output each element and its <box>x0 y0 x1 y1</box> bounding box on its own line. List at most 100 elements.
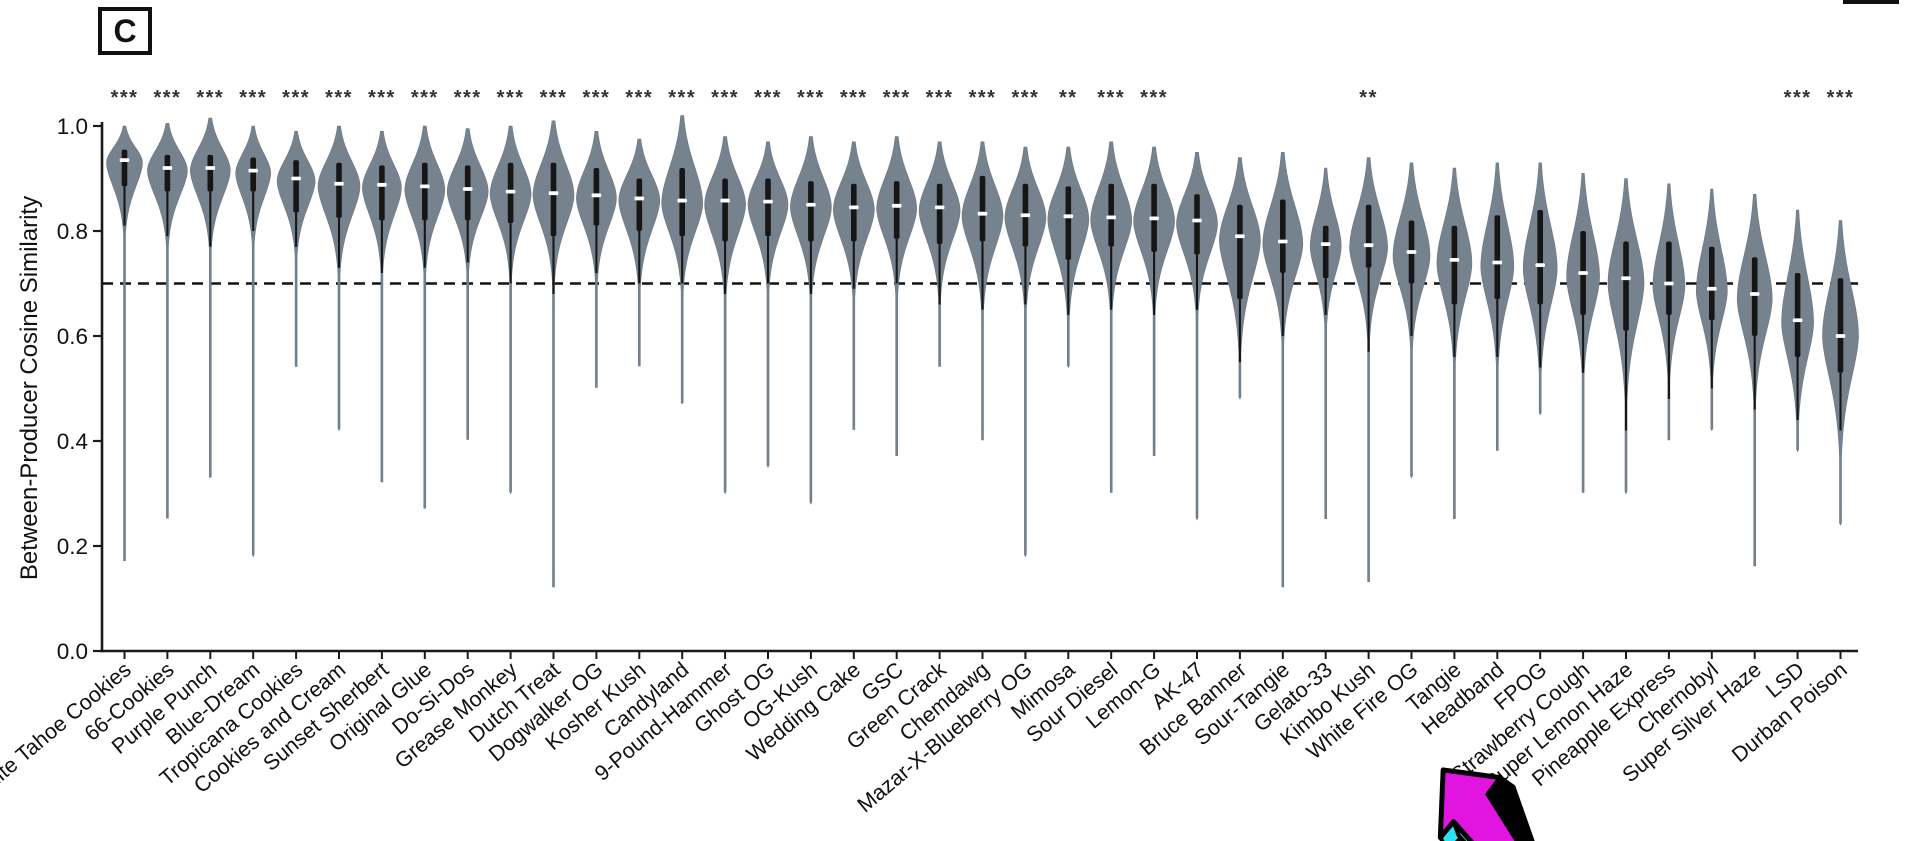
violin-median <box>934 205 945 210</box>
violin-body <box>1309 167 1342 519</box>
violin <box>235 125 271 558</box>
significance-stars: *** <box>969 87 997 109</box>
violin-body <box>147 123 188 519</box>
violin-body <box>1262 152 1304 588</box>
violin <box>1607 178 1645 495</box>
violin-iqr-box <box>293 160 299 213</box>
significance-stars: *** <box>454 87 482 109</box>
violin-iqr-box <box>636 178 643 231</box>
violin-iqr-box <box>1194 194 1200 255</box>
violin-iqr-box <box>1451 225 1458 305</box>
violin-body <box>704 136 746 495</box>
y-tick-label: 1.0 <box>57 114 88 139</box>
violin-iqr-box <box>1623 241 1629 331</box>
significance-stars: *** <box>1784 87 1812 109</box>
violin <box>1090 141 1132 493</box>
violin <box>489 125 532 495</box>
violin-median <box>1707 286 1717 291</box>
significance-stars: *** <box>582 87 610 109</box>
violin-iqr-box <box>765 178 771 237</box>
violin-median <box>1792 318 1803 323</box>
violin <box>1219 157 1261 400</box>
violin-median <box>1492 260 1503 265</box>
violin <box>918 141 961 367</box>
violin-body <box>1004 146 1047 558</box>
violin-body <box>532 120 575 588</box>
violin-iqr-box <box>1794 273 1801 357</box>
violin <box>618 138 661 367</box>
violin-median <box>1235 234 1245 239</box>
violin-median <box>1192 218 1202 223</box>
violin-median <box>248 168 258 173</box>
violin-iqr-box <box>379 165 385 221</box>
significance-stars: *** <box>1140 87 1168 109</box>
significance-stars: *** <box>153 87 181 109</box>
significance-stars: *** <box>111 87 139 109</box>
significance-stars: *** <box>239 87 267 109</box>
violin <box>1004 146 1047 558</box>
violin <box>1262 152 1304 588</box>
violin-median <box>377 182 387 187</box>
y-tick-label: 0.0 <box>57 639 88 664</box>
violin-median <box>806 202 816 207</box>
violin-body <box>747 141 789 468</box>
violin-iqr-box <box>808 181 814 242</box>
violin <box>1480 162 1515 451</box>
violin <box>189 117 231 478</box>
significance-stars: *** <box>497 87 525 109</box>
violin <box>1133 146 1175 456</box>
violin-median <box>763 199 773 204</box>
violin-body <box>1176 152 1218 521</box>
violin-iqr-box <box>336 162 342 218</box>
violin-median <box>591 193 602 198</box>
violin-median <box>849 205 859 210</box>
violin-iqr-box <box>1280 199 1286 273</box>
violin-iqr-box <box>851 183 857 242</box>
violin <box>1349 157 1388 582</box>
violin-median <box>291 176 301 181</box>
violin-median <box>420 184 430 189</box>
violin-iqr-box <box>1751 257 1758 336</box>
violin-iqr-box <box>1537 210 1543 305</box>
violin-median <box>548 191 559 196</box>
violin <box>317 125 361 432</box>
violin-median <box>1449 257 1460 262</box>
violin <box>1392 162 1431 479</box>
significance-stars: *** <box>840 87 868 109</box>
violin <box>1781 209 1814 453</box>
violin-iqr-box <box>1065 186 1072 260</box>
y-tick-label: 0.8 <box>57 219 88 244</box>
violin <box>1566 173 1600 493</box>
violin-iqr-box <box>1666 241 1672 315</box>
significance-stars: *** <box>411 87 439 109</box>
violin-median <box>1749 292 1760 296</box>
violin-median <box>334 181 344 186</box>
top-right-crop-artifact <box>1843 0 1899 4</box>
violin-median <box>1278 239 1288 244</box>
violin-iqr-box <box>936 183 943 245</box>
significance-stars: *** <box>540 87 568 109</box>
violin-median <box>505 189 516 194</box>
violin-median <box>1835 334 1846 338</box>
violin-iqr-box <box>1322 225 1329 279</box>
violin-body <box>106 125 143 561</box>
violin <box>1047 146 1090 369</box>
violin-median <box>1664 281 1674 286</box>
violin <box>147 123 188 519</box>
violin-body <box>489 125 532 495</box>
violin <box>661 115 704 404</box>
violin-iqr-box <box>164 154 171 192</box>
significance-stars: *** <box>926 87 954 109</box>
violin-iqr-box <box>121 149 128 187</box>
violin-median <box>162 166 173 170</box>
violin <box>362 131 402 483</box>
significance-stars: ** <box>1359 87 1378 109</box>
violin <box>1652 183 1686 441</box>
violin-median <box>119 158 130 163</box>
violin <box>876 136 917 456</box>
significance-stars: *** <box>1827 87 1855 109</box>
violin-body <box>189 117 231 478</box>
violin-median <box>1149 216 1159 221</box>
